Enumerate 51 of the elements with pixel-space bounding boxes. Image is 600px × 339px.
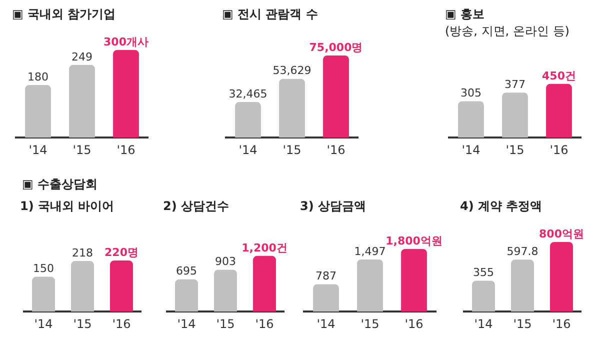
- data-label: 695: [176, 264, 197, 278]
- chart-title: 3) 상담금액: [300, 198, 368, 215]
- x-tick-label: '14: [238, 142, 258, 157]
- chart-title: ▣ 전시 관람객 수: [222, 6, 319, 23]
- data-label: 218: [72, 246, 93, 260]
- x-tick-label: '14: [462, 142, 480, 157]
- x-tick-label: '14: [474, 316, 493, 331]
- text: ▣ 수출상담회: [22, 176, 98, 193]
- x-tick-label: '14: [28, 142, 48, 157]
- data-label: 32,465: [228, 87, 268, 100]
- x-tick-label: '16: [112, 316, 131, 331]
- x-tick-label: '16: [326, 142, 346, 157]
- chart-title: 4) 계약 추정액: [460, 198, 544, 215]
- data-label: 300개사: [104, 35, 148, 48]
- chart-title: ▣ 국내외 참가기업: [12, 6, 117, 23]
- data-label: 150: [33, 262, 54, 276]
- data-label: 220명: [104, 246, 138, 259]
- data-label: 355: [473, 266, 494, 280]
- x-tick-label: '15: [282, 142, 302, 157]
- x-tick-label: '15: [360, 316, 380, 331]
- data-label: 450건: [542, 69, 576, 82]
- x-tick-label: '15: [216, 316, 235, 331]
- data-label: 377: [504, 78, 526, 91]
- x-tick-label: '16: [116, 142, 136, 157]
- chart-title: 1) 국내외 바이어: [20, 198, 116, 215]
- data-label: 1,800억원: [386, 234, 442, 248]
- x-tick-label: '14: [177, 316, 196, 331]
- x-tick-label: '16: [404, 316, 424, 331]
- x-tick-label: '16: [552, 316, 571, 331]
- data-label: 800억원: [539, 227, 584, 240]
- data-label: 597.8: [506, 244, 538, 258]
- x-tick-label: '15: [73, 316, 92, 331]
- data-label: 75,000명: [309, 40, 363, 54]
- data-label: 903: [215, 255, 236, 268]
- x-tick-label: '16: [255, 316, 274, 331]
- x-tick-label: '15: [513, 316, 532, 331]
- x-tick-label: '15: [506, 142, 524, 157]
- x-tick-label: '16: [550, 142, 568, 157]
- x-tick-label: '14: [34, 316, 53, 331]
- data-label: 53,629: [272, 64, 312, 78]
- x-tick-label: '15: [72, 142, 92, 157]
- data-label: 305: [460, 86, 482, 100]
- data-label: 787: [316, 270, 336, 283]
- data-label: 1,200건: [242, 241, 288, 254]
- chart-subtitle: (방송, 지면, 온라인 등): [445, 23, 570, 40]
- chart-title: 2) 상담건수: [163, 198, 230, 215]
- x-tick-label: '14: [316, 316, 336, 331]
- data-label: 180: [28, 70, 48, 84]
- data-label: 249: [72, 50, 92, 64]
- data-label: 1,497: [354, 244, 386, 258]
- chart-title: ▣ 홍보: [445, 6, 486, 23]
